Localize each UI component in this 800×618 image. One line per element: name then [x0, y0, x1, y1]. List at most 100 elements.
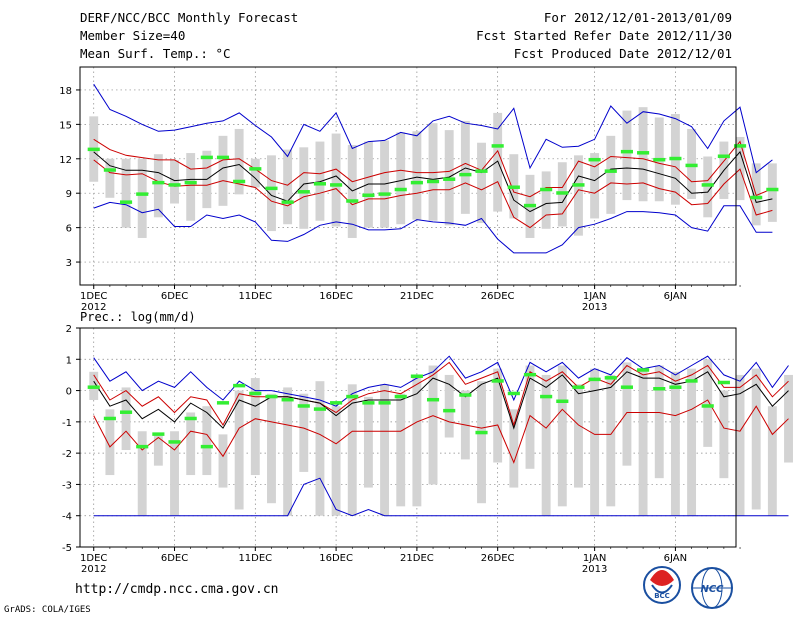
produced-date: Fcst Produced Date 2012/12/01 — [513, 46, 732, 61]
panel1-obs-marker — [265, 394, 278, 399]
panel0-spread-box — [574, 155, 583, 236]
panel0-obs-marker — [410, 180, 423, 185]
panel1-obs-marker — [588, 377, 601, 382]
panel1-obs-marker — [540, 394, 553, 399]
panel1-spread-box — [541, 374, 551, 516]
panel1-obs-marker — [523, 372, 537, 377]
panel1-obs-marker — [637, 368, 650, 372]
panel0-obs-marker — [362, 193, 375, 198]
panel0-obs-marker — [507, 185, 520, 189]
panel0-ytick-label: 9 — [66, 189, 72, 200]
panel1-ytick-label: 1 — [66, 355, 72, 366]
panel0-spread-box — [137, 158, 147, 238]
panel0-ytick-label: 3 — [66, 258, 72, 269]
panel1-obs-marker — [330, 401, 343, 405]
panel1-lower-line — [93, 399, 789, 464]
panel0-xyear-label: 2012 — [81, 302, 106, 313]
panel1-obs-marker — [507, 391, 520, 396]
panel1-obs-marker — [87, 385, 100, 389]
panel1-spread-box — [574, 384, 583, 488]
panel0-obs-marker — [200, 155, 213, 160]
panel0-obs-marker — [572, 183, 585, 187]
panel0-obs-marker — [604, 169, 617, 173]
panel1-ytick-label: 2 — [66, 324, 72, 335]
panel1-spread-box — [509, 409, 519, 488]
panel1-obs-marker — [200, 444, 213, 449]
footer-url[interactable]: http://cmdp.ncc.cma.gov.cn — [75, 582, 279, 597]
panel1-spread-box — [654, 365, 664, 479]
panel0-obs-marker — [346, 199, 359, 203]
panel0-obs-marker — [733, 144, 747, 148]
panel1-xtick-label: 21DEC — [400, 553, 434, 564]
panel0-xyear-label: 2013 — [582, 302, 607, 313]
panel0-obs-marker — [540, 187, 553, 192]
panel1-obs-marker — [297, 404, 310, 408]
panel1-ytick-label: -4 — [62, 512, 72, 523]
panel1-obs-marker — [136, 444, 149, 449]
panel1-mean-line — [93, 371, 789, 430]
panel1-spread-box — [606, 374, 616, 507]
panel0-obs-marker — [523, 203, 537, 208]
panel1-obs-marker — [572, 385, 585, 389]
panel0-spread-box — [267, 155, 276, 232]
panel1-spread-box — [234, 390, 244, 510]
panel0-spread-box — [767, 163, 777, 222]
panel0-spread-box — [703, 156, 713, 218]
panel0-spread-box — [460, 120, 470, 214]
panel0-obs-marker — [475, 169, 488, 173]
panel0-spread-box — [541, 171, 551, 229]
panel0-obs-marker — [653, 157, 666, 162]
panel0-spread-box — [412, 131, 422, 220]
panel0-obs-marker — [685, 163, 698, 168]
panel0-spread-box — [121, 158, 131, 228]
panel0-lower-line — [93, 159, 773, 229]
panel0-ytick-label: 12 — [59, 155, 72, 166]
panel0-obs-marker — [443, 177, 456, 181]
panel0-spread-box — [331, 133, 341, 227]
panel1-spread-box — [525, 365, 535, 469]
panel0-xtick-label: 16DEC — [319, 291, 353, 302]
panel1-upper-line — [93, 361, 789, 427]
panel1-obs-marker — [685, 379, 698, 383]
panel1-spread-box — [670, 371, 680, 516]
panel0-xtick-label: 21DEC — [400, 291, 434, 302]
panel1-obs-marker — [103, 416, 116, 421]
panel0-ytick-label: 15 — [59, 120, 72, 131]
panel1-obs-marker — [717, 380, 730, 385]
panel1-spread-box — [105, 409, 115, 476]
panel0-obs-marker — [184, 180, 197, 185]
panel0-obs-marker — [233, 179, 246, 184]
panel1-spread-box — [719, 390, 729, 479]
panel0-obs-marker — [330, 183, 343, 187]
panel1-spread-box — [638, 368, 648, 516]
panel1-xtick-label: 11DEC — [238, 553, 272, 564]
chart-title: DERF/NCC/BCC Monthly Forecast — [80, 10, 299, 25]
panel0-spread-box — [428, 123, 438, 221]
panel1-spread-box — [412, 374, 422, 507]
panel0-obs-marker — [426, 179, 440, 184]
panel1-obs-marker — [281, 397, 294, 402]
panel0-obs-marker — [152, 180, 165, 185]
panel1-ytick-label: 0 — [66, 387, 72, 398]
panel0-obs-marker — [136, 192, 149, 196]
panel1-obs-marker — [410, 374, 423, 378]
panel1-xtick-label: 1JAN — [583, 553, 606, 564]
panel1-spread-box — [250, 378, 260, 476]
panel1-spread-box — [477, 381, 486, 504]
panel0-obs-marker — [459, 172, 472, 177]
panel1-spread-box — [137, 431, 147, 516]
panel0-xtick-label: 6JAN — [664, 291, 687, 302]
panel1-spread-box — [363, 396, 373, 488]
panel0-obs-marker — [249, 167, 262, 171]
panel1-spread-box — [283, 387, 293, 516]
panel1-obs-marker — [604, 376, 617, 380]
panel1-spread-box — [202, 406, 212, 476]
panel1-max-line — [93, 355, 789, 407]
panel1-obs-marker — [362, 401, 375, 405]
panel1-spread-box — [735, 374, 745, 516]
panel0-xtick-label: 1JAN — [583, 291, 606, 302]
panel1-xyear-label: 2012 — [81, 564, 106, 575]
panel1-spread-box — [703, 359, 713, 447]
panel1-xtick-label: 6DEC — [161, 553, 188, 564]
panel1-obs-marker — [378, 401, 391, 405]
